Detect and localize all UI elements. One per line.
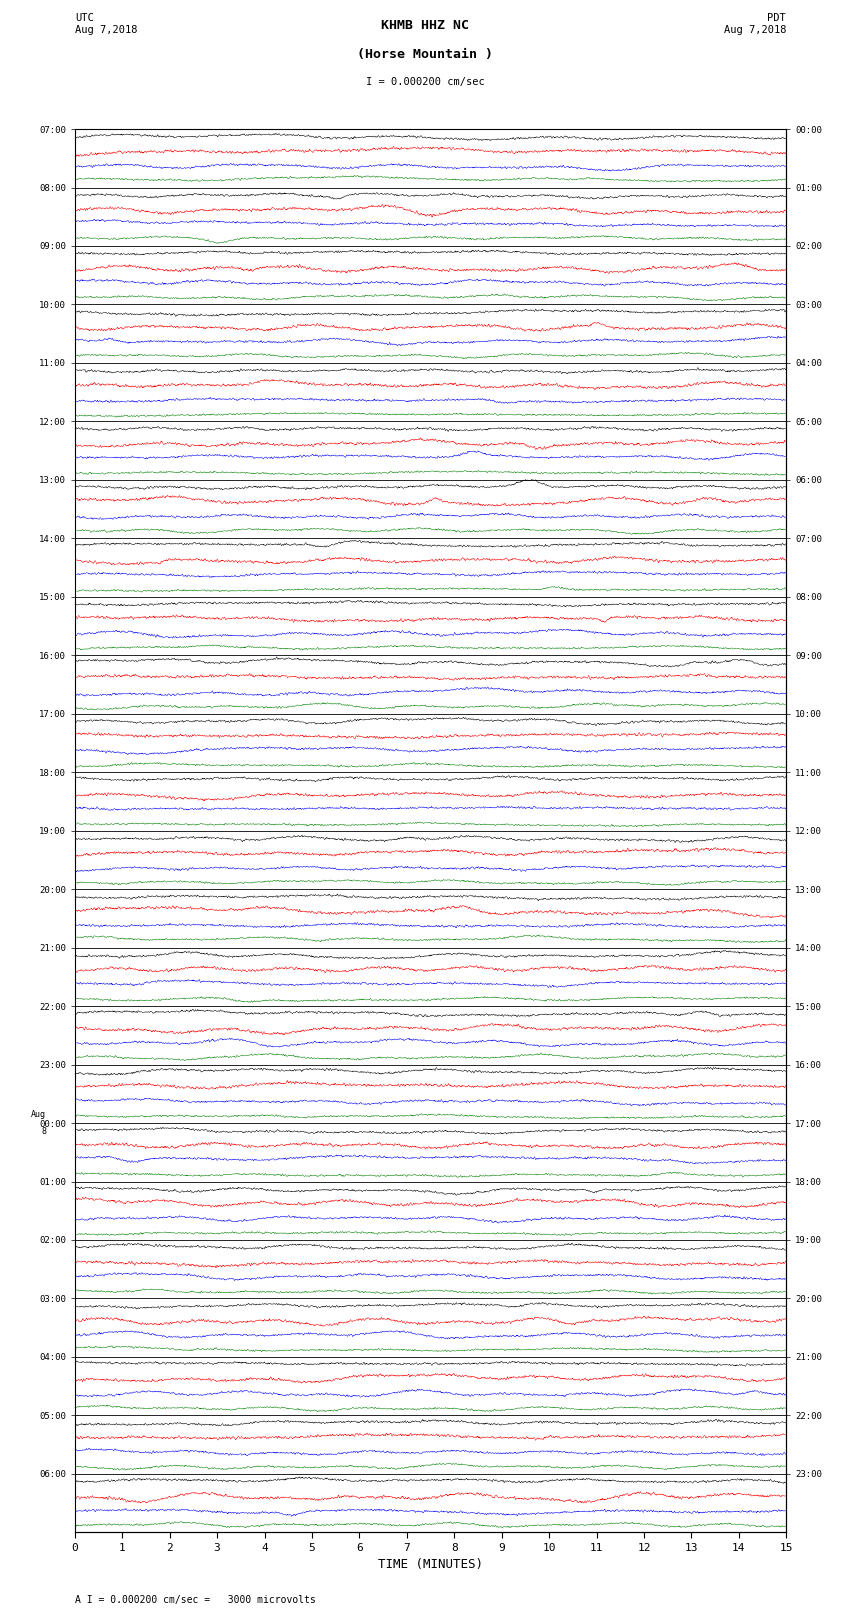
X-axis label: TIME (MINUTES): TIME (MINUTES) [378,1558,483,1571]
Text: KHMB HHZ NC: KHMB HHZ NC [381,19,469,32]
Text: UTC
Aug 7,2018: UTC Aug 7,2018 [75,13,138,34]
Text: A I = 0.000200 cm/sec =   3000 microvolts: A I = 0.000200 cm/sec = 3000 microvolts [75,1595,315,1605]
Text: Aug: Aug [31,1110,47,1119]
Text: I = 0.000200 cm/sec: I = 0.000200 cm/sec [366,77,484,87]
Text: 8: 8 [42,1127,47,1136]
Text: PDT
Aug 7,2018: PDT Aug 7,2018 [723,13,786,34]
Text: (Horse Mountain ): (Horse Mountain ) [357,48,493,61]
